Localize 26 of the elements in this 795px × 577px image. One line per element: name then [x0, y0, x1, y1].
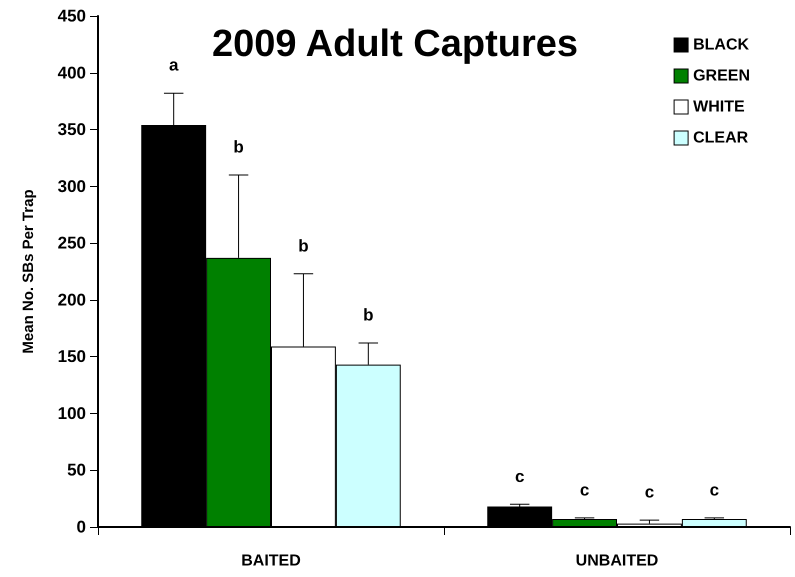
- legend-label: CLEAR: [693, 130, 749, 146]
- legend-label: WHITE: [693, 98, 745, 116]
- annotation: c: [710, 480, 720, 500]
- annotation: b: [298, 236, 309, 256]
- legend-label: GREEN: [693, 68, 750, 84]
- y-tick-label: 150: [58, 347, 86, 366]
- y-tick-label: 50: [67, 460, 86, 480]
- annotation: b: [363, 306, 374, 325]
- annotation: b: [233, 137, 244, 156]
- annotation: a: [168, 56, 179, 75]
- y-tick-label: 300: [58, 176, 86, 196]
- annotation: c: [514, 466, 524, 486]
- y-tick-label: 450: [58, 6, 86, 26]
- annotation: c: [644, 482, 654, 502]
- x-tick-label: BAITED: [241, 552, 301, 570]
- y-tick-label: 400: [58, 63, 86, 82]
- y-tick-label: 100: [58, 404, 86, 423]
- x-tick-label: UNBAITED: [576, 552, 658, 570]
- legend-label: BLACK: [693, 36, 750, 54]
- annotation: c: [580, 480, 590, 500]
- y-tick-label: 0: [76, 518, 86, 536]
- chart-title: 2009 Adult Captures: [212, 23, 578, 65]
- y-tick-label: 350: [58, 120, 86, 140]
- y-tick-label: 200: [58, 290, 86, 310]
- y-tick-label: 250: [58, 234, 86, 253]
- y-axis-title: Mean No. SBs Per Trap: [20, 189, 37, 354]
